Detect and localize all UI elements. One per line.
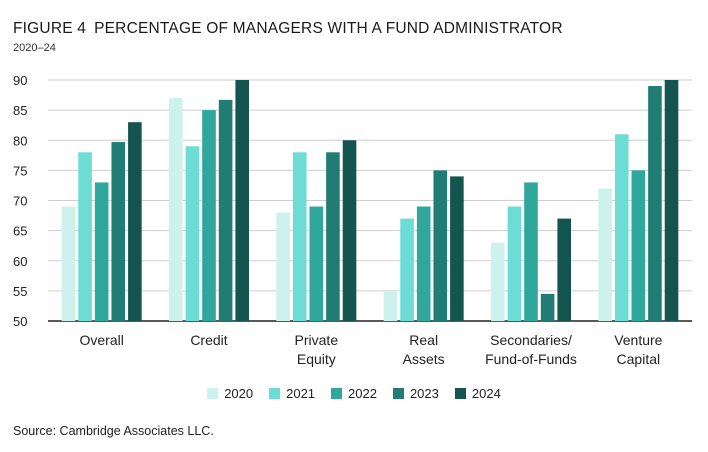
bar-2021 <box>292 152 307 321</box>
bar-2024 <box>342 140 357 321</box>
bar-2020 <box>61 206 76 321</box>
bar-2023 <box>326 152 340 321</box>
legend-label: 2024 <box>471 386 501 401</box>
category-label: Fund-of-Funds <box>485 351 577 367</box>
legend-item-2021: 2021 <box>269 386 315 401</box>
bar-2023 <box>111 142 126 321</box>
legend-label: 2020 <box>224 386 254 401</box>
bar-2022 <box>94 182 109 321</box>
bar-2022 <box>309 206 324 321</box>
bar-2020 <box>276 212 290 321</box>
legend-swatch <box>269 388 281 399</box>
category-label: Equity <box>297 351 336 367</box>
y-tick-label: 55 <box>13 284 27 299</box>
category-label: Private <box>295 332 339 348</box>
bar-2021 <box>78 152 92 321</box>
bar-2024 <box>235 80 249 321</box>
y-tick-label: 65 <box>13 224 27 239</box>
legend-item-2022: 2022 <box>331 386 377 401</box>
bar-2022 <box>631 170 646 322</box>
y-tick-label: 90 <box>13 73 27 88</box>
bar-2023 <box>218 99 233 321</box>
bar-2021 <box>507 206 522 321</box>
chart-title: FIGURE 4 PERCENTAGE OF MANAGERS WITH A FU… <box>13 20 563 38</box>
bar-2023 <box>433 170 448 322</box>
bar-2023 <box>648 86 662 321</box>
category-label: Credit <box>190 332 227 348</box>
category-label: Venture <box>614 332 662 348</box>
bar-2024 <box>664 80 679 321</box>
bar-2020 <box>383 290 398 322</box>
bar-2021 <box>185 146 200 321</box>
y-tick-label: 70 <box>13 194 27 209</box>
figure-title: PERCENTAGE OF MANAGERS WITH A FUND ADMIN… <box>94 20 563 37</box>
legend-swatch <box>454 388 466 399</box>
bar-2020 <box>598 188 612 321</box>
bar-2020 <box>169 98 183 321</box>
legend-item-2023: 2023 <box>392 386 439 401</box>
bar-2024 <box>128 122 142 322</box>
category-label: Assets <box>403 351 445 367</box>
bar-2022 <box>202 110 216 322</box>
bar-2020 <box>491 242 505 321</box>
bar-2021 <box>400 218 414 321</box>
bar-2022 <box>416 206 431 321</box>
legend-swatch <box>331 388 343 399</box>
bar-2021 <box>614 134 629 321</box>
figure-label: FIGURE 4 <box>13 20 87 37</box>
y-tick-label: 50 <box>13 314 27 329</box>
bar-2022 <box>524 182 538 321</box>
legend-label: 2021 <box>286 386 316 401</box>
chart-legend: 2020 2021 2022 2023 2024 <box>0 386 708 401</box>
bar-2023 <box>540 293 555 321</box>
y-tick-label: 60 <box>13 254 27 269</box>
y-tick-label: 80 <box>13 133 27 148</box>
chart-subtitle: 2020–24 <box>13 42 56 54</box>
y-tick-label: 85 <box>13 103 27 118</box>
category-label: Capital <box>617 351 661 367</box>
y-tick-label: 75 <box>13 163 27 178</box>
legend-item-2020: 2020 <box>207 386 253 401</box>
category-label: Overall <box>79 332 123 348</box>
legend-swatch <box>207 388 219 399</box>
category-label: Real <box>409 332 438 348</box>
bar-chart: 50 55 60 65 70 75 80 85 90 Overall Credit Private Eq… <box>13 73 692 367</box>
category-label: Secondaries/ <box>490 332 572 348</box>
source-note: Source: Cambridge Associates LLC. <box>13 424 214 438</box>
legend-label: 2022 <box>348 386 377 401</box>
bar-2024 <box>557 218 571 321</box>
legend-item-2024: 2024 <box>454 386 501 401</box>
legend-swatch <box>392 388 404 399</box>
legend-label: 2023 <box>409 386 439 401</box>
bar-2024 <box>450 176 464 321</box>
